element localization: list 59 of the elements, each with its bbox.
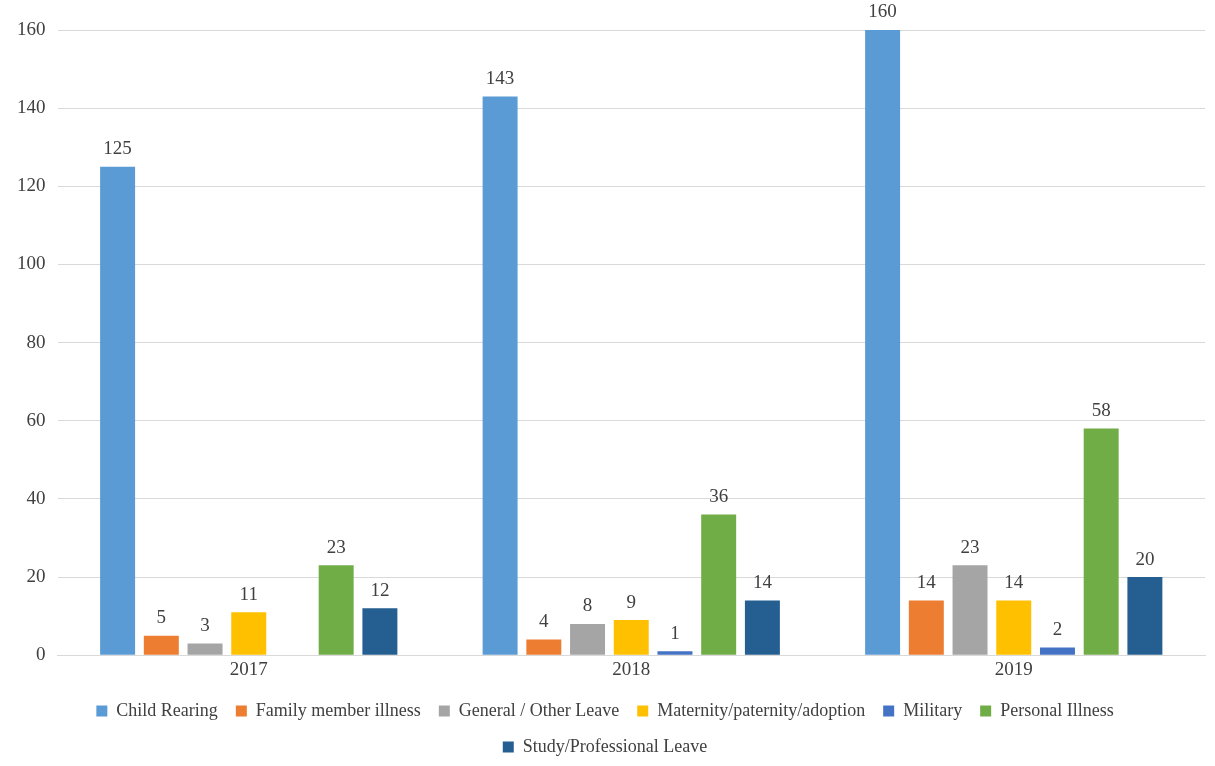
- bar: [231, 612, 267, 655]
- bar: [570, 623, 606, 655]
- data-label: 1: [670, 621, 680, 643]
- data-label: 11: [239, 582, 258, 604]
- legend-label: General / Other Leave: [458, 699, 620, 720]
- bar: [100, 166, 136, 655]
- bar: [1127, 577, 1163, 655]
- bar: [1083, 428, 1119, 655]
- bar: [1039, 647, 1075, 655]
- data-label: 125: [103, 137, 132, 159]
- bar: [908, 600, 944, 655]
- bar: [318, 565, 354, 655]
- legend-label: Military: [903, 699, 963, 720]
- y-tick-label: 60: [26, 408, 46, 430]
- data-label: 14: [752, 570, 773, 592]
- data-label: 20: [1135, 547, 1155, 569]
- data-label: 5: [156, 606, 167, 628]
- y-tick-label: 100: [17, 252, 46, 274]
- data-label: 14: [916, 570, 937, 592]
- bar: [143, 635, 179, 655]
- x-tick-label: 2017: [229, 657, 268, 679]
- data-label: 3: [200, 613, 210, 635]
- y-tick-label: 140: [17, 96, 46, 118]
- data-label: 143: [485, 66, 515, 88]
- y-tick-label: 0: [36, 643, 46, 665]
- data-label: 23: [960, 535, 980, 557]
- x-tick-label: 2018: [612, 657, 651, 679]
- data-label: 36: [709, 485, 729, 507]
- data-label: 58: [1091, 399, 1111, 421]
- x-tick-label: 2019: [994, 657, 1033, 679]
- bar: [613, 620, 649, 655]
- legend-label: Personal Illness: [1000, 699, 1114, 720]
- data-label: 160: [868, 0, 897, 22]
- bar: [526, 639, 562, 655]
- y-tick-label: 80: [26, 330, 46, 352]
- data-label: 14: [1004, 570, 1024, 592]
- y-tick-label: 160: [17, 17, 46, 39]
- data-label: 9: [626, 590, 636, 612]
- data-label: 12: [370, 578, 390, 600]
- bar: [952, 565, 988, 655]
- legend-label: Family member illness: [255, 699, 421, 720]
- legend-label: Maternity/paternity/adoption: [657, 699, 866, 720]
- legend-label: Child Rearing: [116, 699, 218, 720]
- data-label: 8: [582, 594, 593, 616]
- bar: [657, 651, 693, 655]
- bar: [187, 643, 223, 655]
- y-tick-label: 20: [26, 565, 46, 587]
- y-tick-label: 120: [17, 174, 46, 196]
- data-label: 2: [1052, 617, 1063, 639]
- bar: [996, 600, 1032, 655]
- bar: [744, 600, 780, 655]
- y-tick-label: 40: [26, 486, 46, 508]
- legend-label: Study/Professional Leave: [522, 735, 708, 756]
- bar: [482, 96, 518, 655]
- bar: [865, 30, 901, 655]
- data-label: 4: [539, 610, 550, 632]
- data-label: 23: [326, 535, 346, 557]
- bar: [701, 514, 737, 655]
- bar: [362, 608, 398, 655]
